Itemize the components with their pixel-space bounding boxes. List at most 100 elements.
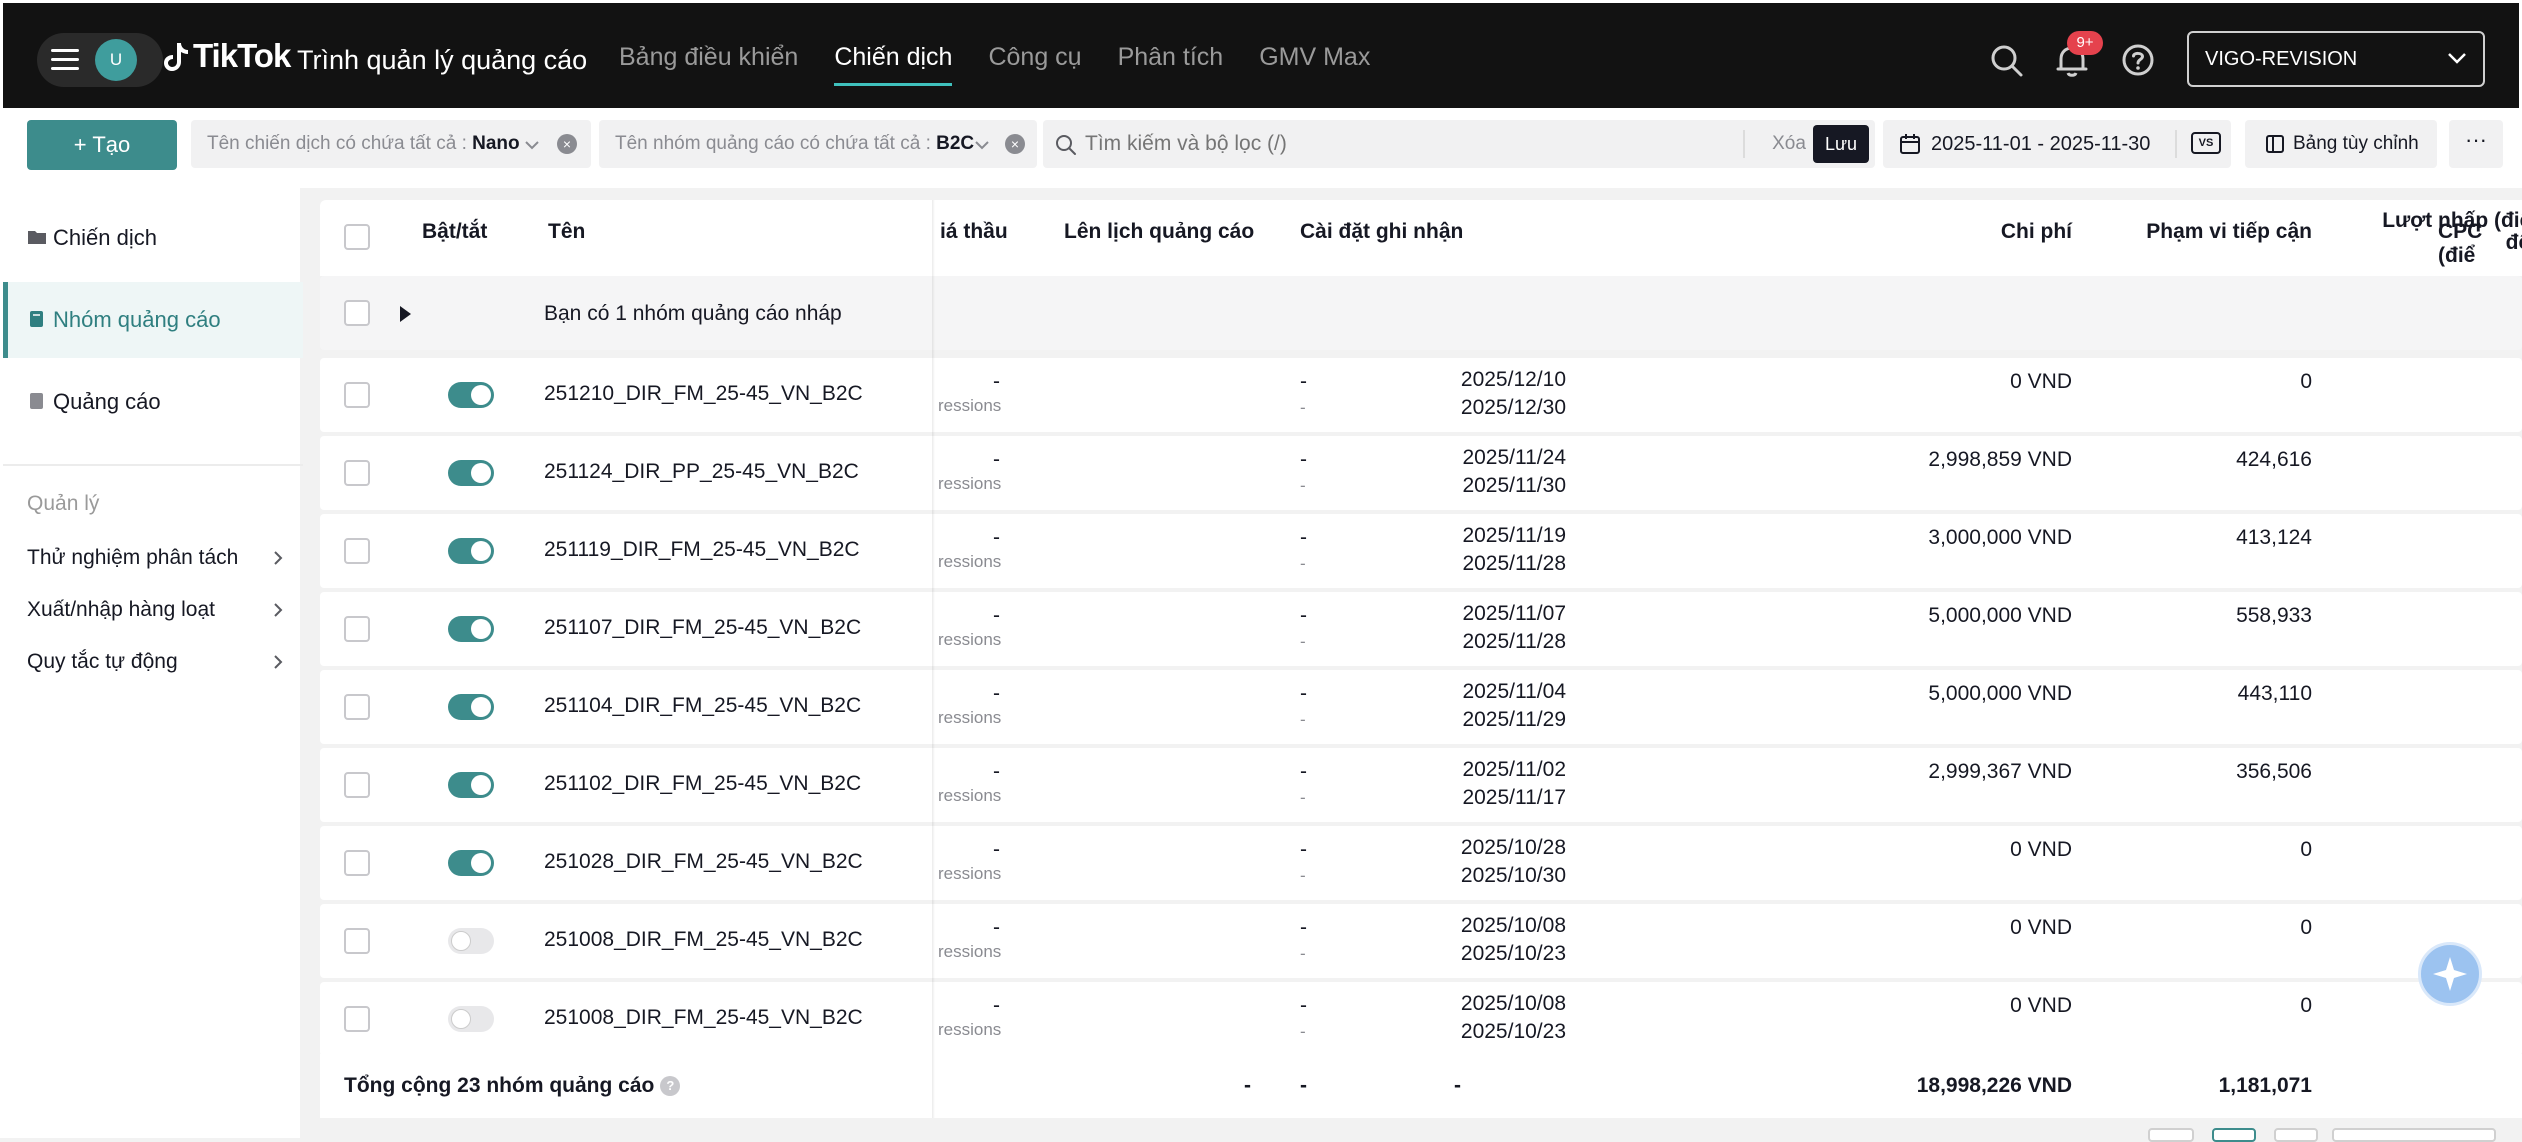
header-attribution[interactable]: Cài đặt ghi nhận (1300, 220, 1464, 243)
row-checkbox[interactable] (344, 300, 370, 326)
sidebar-link-split-test[interactable]: Thử nghiệm phân tách (27, 546, 283, 570)
nav-tools[interactable]: Công cụ (988, 43, 1082, 71)
chevron-down-icon[interactable] (975, 140, 989, 150)
attribution-sub: - (1300, 866, 1306, 885)
help-icon[interactable]: ? (660, 1076, 681, 1097)
status-toggle[interactable] (448, 1006, 494, 1032)
sidebar-item-campaigns[interactable]: Chiến dịch (3, 200, 303, 276)
table-row[interactable]: 251124_DIR_PP_25-45_VN_B2C - ressions 2025/… (320, 436, 2522, 510)
draft-row[interactable]: Bạn có 1 nhóm quảng cáo nháp (320, 276, 2522, 350)
expand-caret-icon[interactable] (400, 306, 411, 322)
campaign-name-filter-chip[interactable]: Tên chiến dịch có chứa tất cả : Nano × (191, 120, 591, 168)
status-toggle[interactable] (448, 616, 494, 642)
adgroup-name[interactable]: 251104_DIR_FM_25-45_VN_B2C (544, 694, 862, 717)
sidebar-item-adgroups[interactable]: Nhóm quảng cáo (3, 282, 303, 358)
cost-value: 0 VND (2010, 916, 2072, 939)
account-name: VIGO-REVISION (2205, 48, 2358, 70)
row-checkbox[interactable] (344, 694, 370, 720)
bid-strategy: ressions (938, 630, 1002, 649)
status-toggle[interactable] (448, 382, 494, 408)
header-clicks[interactable]: Lượt nhấp (điểm đến) (2382, 209, 2522, 254)
row-checkbox[interactable] (344, 928, 370, 954)
adgroup-name[interactable]: 251107_DIR_FM_25-45_VN_B2C (544, 616, 862, 639)
adgroup-name[interactable]: 251102_DIR_FM_25-45_VN_B2C (544, 772, 862, 795)
adgroup-name[interactable]: 251028_DIR_FM_25-45_VN_B2C (544, 850, 863, 873)
main-menu-button[interactable]: U (37, 33, 163, 87)
table-row[interactable]: 251119_DIR_FM_25-45_VN_B2C - ressions 2025/… (320, 514, 2522, 588)
chevron-down-icon[interactable] (525, 140, 539, 150)
header-cpc[interactable]: CPC (điể (2438, 220, 2483, 267)
nav-campaigns[interactable]: Chiến dịch (834, 43, 953, 86)
compare-vs-button[interactable]: VS (2191, 132, 2221, 154)
account-selector[interactable]: VIGO-REVISION (2187, 31, 2485, 87)
row-checkbox[interactable] (344, 382, 370, 408)
table-row[interactable]: 251102_DIR_FM_25-45_VN_B2C - ressions 2025/… (320, 748, 2522, 822)
create-button[interactable]: + Tạo (27, 120, 177, 170)
nav-analytics[interactable]: Phân tích (1117, 43, 1224, 71)
date-range-picker[interactable]: 2025-11-01 - 2025-11-30 VS (1883, 120, 2231, 168)
search-input[interactable] (1085, 120, 1775, 168)
table-row[interactable]: 251008_DIR_FM_25-45_VN_B2C - ressions 2025/… (320, 982, 2522, 1056)
sidebar-link-automated-rules[interactable]: Quy tắc tự động (27, 650, 283, 674)
adgroup-name[interactable]: 251124_DIR_PP_25-45_VN_B2C (544, 460, 859, 483)
save-filters-button[interactable]: Lưu (1813, 125, 1869, 163)
status-toggle[interactable] (448, 772, 494, 798)
status-toggle[interactable] (448, 538, 494, 564)
header-cost[interactable]: Chi phí (2000, 220, 2072, 243)
table-row[interactable]: 251104_DIR_FM_25-45_VN_B2C - ressions 2025/… (320, 670, 2522, 744)
table-row[interactable]: 251008_DIR_FM_25-45_VN_B2C - ressions 2025/… (320, 904, 2522, 978)
clear-filters-button[interactable]: Xóa (1772, 133, 1806, 154)
table-row[interactable]: 251107_DIR_FM_25-45_VN_B2C - ressions 2025/… (320, 592, 2522, 666)
row-checkbox[interactable] (344, 850, 370, 876)
cost-value: 0 VND (2010, 838, 2072, 861)
row-checkbox[interactable] (344, 1006, 370, 1032)
row-checkbox[interactable] (344, 538, 370, 564)
row-checkbox[interactable] (344, 460, 370, 486)
search-icon[interactable] (1989, 43, 2025, 79)
remove-filter-icon[interactable]: × (1005, 134, 1025, 154)
adgroup-name[interactable]: 251008_DIR_FM_25-45_VN_B2C (544, 1006, 863, 1029)
status-toggle[interactable] (448, 850, 494, 876)
select-all-checkbox[interactable] (344, 224, 370, 250)
header-name[interactable]: Tên (548, 220, 586, 243)
clicks-value: 0 (2350, 838, 2522, 862)
help-icon[interactable] (2121, 43, 2155, 77)
clicks-value: 0 (2350, 526, 2522, 550)
header-toggle[interactable]: Bật/tắt (422, 220, 488, 243)
nav-dashboard[interactable]: Bảng điều khiển (619, 43, 799, 71)
page-size-select[interactable] (2332, 1128, 2496, 1142)
sidebar-item-ads[interactable]: Quảng cáo (3, 364, 303, 440)
clicks-value: 0 (2350, 448, 2522, 472)
nav-gmv-max[interactable]: GMV Max (1259, 43, 1371, 71)
total-row: Tổng cộng 23 nhóm quảng cáo? - - - 18,99… (320, 1054, 2522, 1118)
search-filter-bar: Xóa Lưu (1043, 120, 1875, 168)
status-toggle[interactable] (448, 694, 494, 720)
more-options-button[interactable]: ··· (2449, 120, 2503, 168)
adgroup-name[interactable]: 251008_DIR_FM_25-45_VN_B2C (544, 928, 863, 951)
pagination-page[interactable] (2212, 1128, 2256, 1142)
reach-value: 424,616 (2236, 448, 2312, 471)
remove-filter-icon[interactable]: × (557, 134, 577, 154)
custom-table-button[interactable]: Bảng tùy chỉnh (2245, 120, 2437, 168)
status-toggle[interactable] (448, 460, 494, 486)
sidebar-link-bulk-import-export[interactable]: Xuất/nhập hàng loạt (27, 598, 283, 622)
adgroup-name-filter-chip[interactable]: Tên nhóm quảng cáo có chứa tất cả : B2C … (599, 120, 1037, 168)
header-reach[interactable]: Phạm vi tiếp cận (2146, 220, 2312, 243)
chevron-right-icon (274, 603, 283, 617)
pagination-prev[interactable] (2148, 1128, 2194, 1142)
bid-strategy: ressions (938, 552, 1002, 571)
toggle-knob (451, 931, 471, 951)
pagination-next[interactable] (2274, 1128, 2318, 1142)
table-row[interactable]: 251028_DIR_FM_25-45_VN_B2C - ressions 2025/… (320, 826, 2522, 900)
header-bid[interactable]: iá thầu (940, 220, 1008, 243)
header-schedule[interactable]: Lên lịch quảng cáo (1064, 220, 1255, 243)
row-checkbox[interactable] (344, 616, 370, 642)
adgroup-name[interactable]: 251210_DIR_FM_25-45_VN_B2C (544, 382, 863, 405)
status-toggle[interactable] (448, 928, 494, 954)
assistant-fab[interactable] (2418, 942, 2482, 1006)
custom-table-label: Bảng tùy chỉnh (2293, 133, 2419, 154)
avatar[interactable]: U (95, 39, 137, 81)
adgroup-name[interactable]: 251119_DIR_FM_25-45_VN_B2C (544, 538, 860, 561)
row-checkbox[interactable] (344, 772, 370, 798)
table-row[interactable]: 251210_DIR_FM_25-45_VN_B2C - ressions 2025/… (320, 358, 2522, 432)
